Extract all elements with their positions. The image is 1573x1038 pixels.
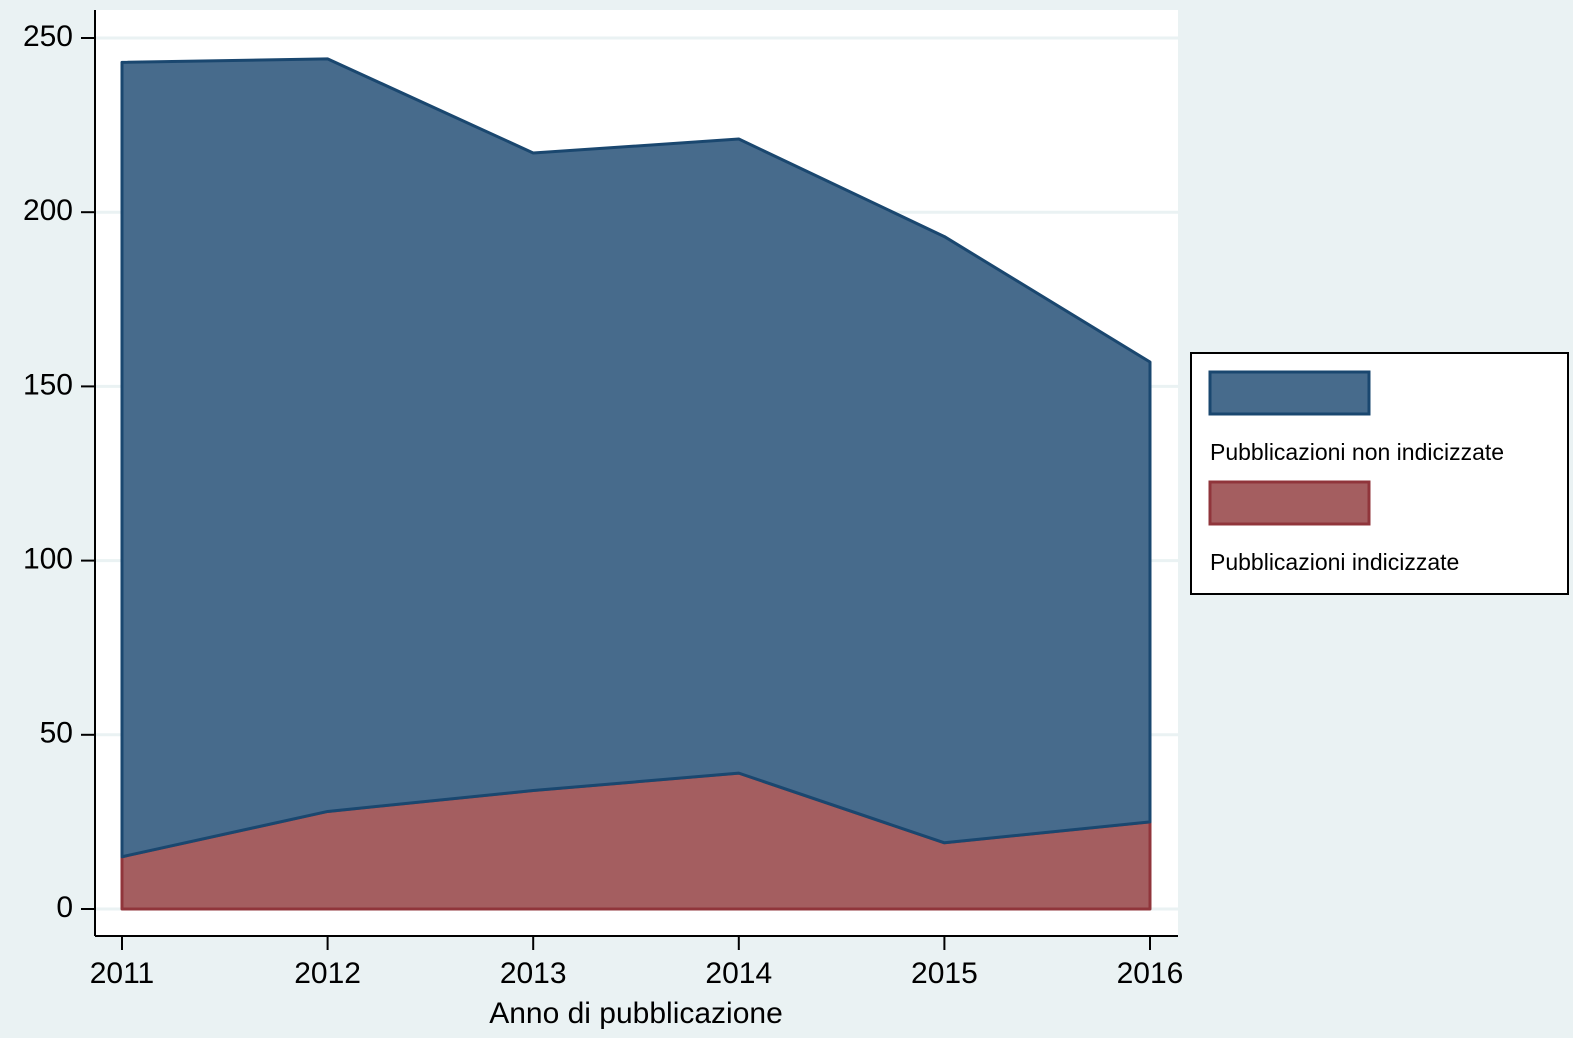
y-tick-label: 50 xyxy=(40,717,73,750)
x-tick-label: 2016 xyxy=(1117,957,1184,990)
x-tick-label: 2015 xyxy=(911,957,978,990)
y-tick-label: 0 xyxy=(56,891,73,924)
legend-swatch xyxy=(1208,370,1371,416)
y-tick-label: 250 xyxy=(23,20,73,53)
x-tick-label: 2013 xyxy=(500,957,567,990)
x-tick-label: 2012 xyxy=(294,957,361,990)
x-tick-label: 2014 xyxy=(705,957,772,990)
legend-swatch xyxy=(1208,480,1371,526)
x-axis-title: Anno di pubblicazione xyxy=(489,997,783,1030)
x-tick-label: 2011 xyxy=(90,957,155,990)
area xyxy=(120,57,1152,859)
legend-label: Pubblicazioni indicizzate xyxy=(1210,549,1459,575)
y-tick-label: 200 xyxy=(23,194,73,227)
y-tick-label: 100 xyxy=(23,543,73,576)
y-tick-label: 150 xyxy=(23,368,73,401)
legend-label: Pubblicazioni non indicizzate xyxy=(1210,439,1504,465)
